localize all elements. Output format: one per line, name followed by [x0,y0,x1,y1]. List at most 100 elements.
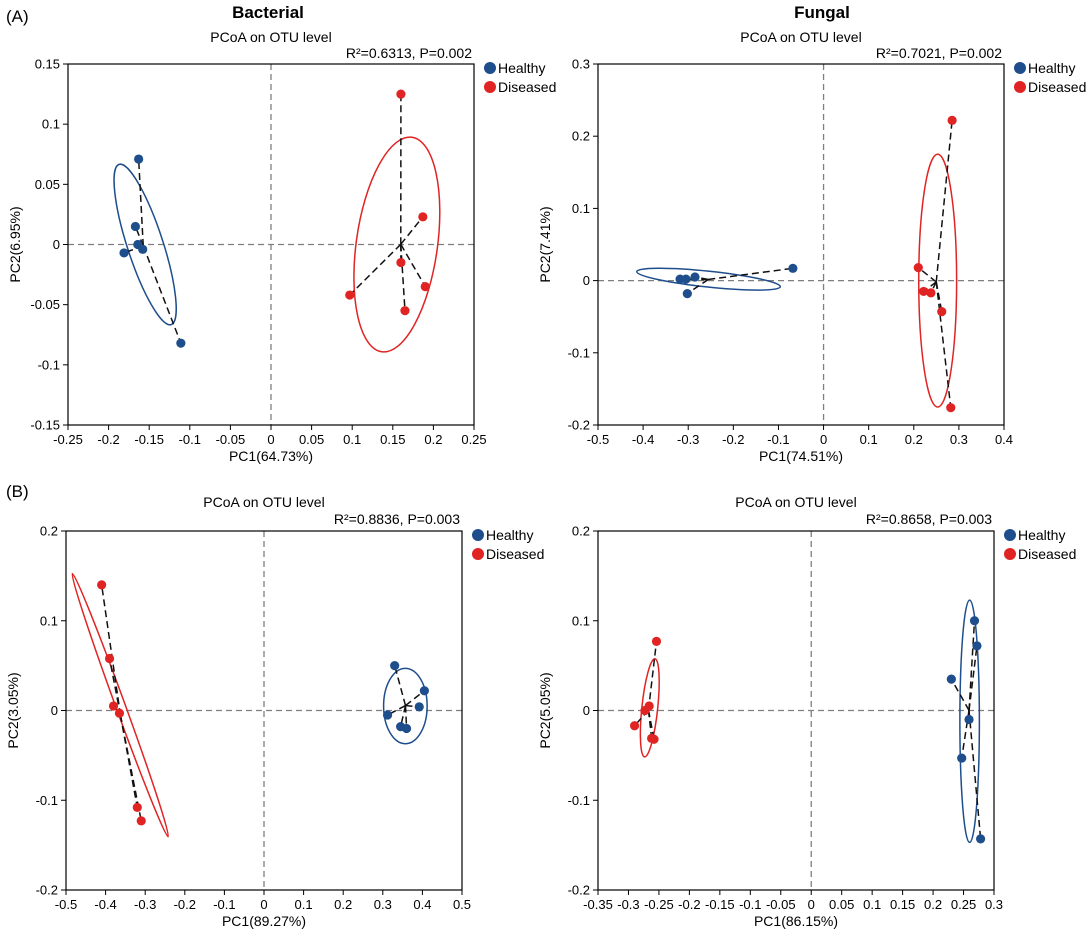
spider-line [400,244,406,311]
confidence-ellipse [113,163,177,326]
data-point [937,307,947,317]
legend-label-healthy: Healthy [1018,527,1065,543]
x-tick-label: 0.1 [860,432,878,447]
confidence-ellipse [71,572,170,838]
x-tick-label: 0.3 [950,432,968,447]
data-point [108,701,119,711]
data-point [132,802,142,813]
data-point [136,816,146,826]
series-diseased [913,115,958,413]
x-tick-label: 0.25 [951,897,976,912]
series-healthy [946,599,986,844]
y-tick-label: 0.05 [35,177,60,192]
legend-marker-diseased [1004,548,1016,560]
y-tick-label: 0.3 [572,57,590,72]
legend-label-diseased: Diseased [498,79,556,95]
y-tick-label: -0.1 [36,793,58,808]
spider-line [137,159,144,246]
y-axis-title: PC2(5.05%) [537,672,553,748]
x-tick-label: -0.3 [617,897,639,912]
chart-stats: R²=0.7021, P=0.002 [876,45,1002,61]
x-tick-label: -0.25 [644,897,674,912]
x-tick-label: 0.15 [380,432,405,447]
spider-line [405,690,425,707]
legend-label-diseased: Diseased [1018,546,1076,562]
spider-line [647,641,658,711]
x-tick-label: 0 [820,432,827,447]
chart-title: PCoA on OTU level [740,29,861,45]
x-tick-label: -0.2 [97,432,119,447]
spider-line [708,267,793,281]
chart-title: PCoA on OTU level [210,29,331,45]
spider-line [930,281,937,294]
x-tick-label: 0.1 [295,897,313,912]
x-tick-label: 0.2 [334,897,352,912]
legend-label-diseased: Diseased [1028,79,1086,95]
y-tick-label: -0.2 [568,418,590,433]
x-tick-label: -0.1 [767,432,789,447]
y-tick-label: 0 [51,703,58,718]
data-point [414,702,424,712]
section-label-b: (B) [6,482,29,501]
data-point [119,248,129,258]
plot-frame [67,63,475,426]
x-tick-label: -0.15 [705,897,735,912]
chart-stats: R²=0.8836, P=0.003 [334,511,460,527]
chart-B-fungal: PCoA on OTU level R²=0.8658, P=0.003 -0.35… [537,494,1076,929]
data-point [975,834,986,844]
data-point [919,286,929,297]
x-tick-label: 0 [267,432,274,447]
data-point [788,263,798,273]
y-tick-label: -0.1 [568,345,590,360]
y-tick-label: -0.15 [30,418,60,433]
series-healthy [113,154,186,348]
series-healthy [382,661,429,745]
y-tick-label: 0.2 [572,129,590,144]
y-axis-title: PC2(3.05%) [5,672,21,748]
spider-line [404,705,408,729]
y-tick-label: 0 [583,273,590,288]
data-point [640,705,650,716]
data-point [104,653,115,664]
legend-label-healthy: Healthy [486,527,533,543]
chart-stats: R²=0.6313, P=0.002 [346,45,472,61]
y-tick-label: 0 [583,703,590,718]
x-tick-label: 0.05 [299,432,324,447]
x-tick-label: 0.2 [924,897,942,912]
x-tick-label: -0.5 [587,432,609,447]
spider-line [393,665,407,706]
x-tick-label: 0.5 [453,897,471,912]
legend-label-healthy: Healthy [1028,60,1075,76]
x-tick-label: 0.3 [985,897,1003,912]
series-diseased [71,572,170,838]
data-point [97,580,107,590]
y-tick-label: 0.1 [572,613,590,628]
data-point [419,686,429,696]
y-tick-label: -0.1 [38,357,60,372]
x-tick-label: 0.3 [374,897,392,912]
data-point [964,714,974,725]
chart-stats: R²=0.8658, P=0.003 [866,511,992,527]
y-tick-label: 0.1 [572,201,590,216]
spider-line [400,243,426,287]
spider-line [686,278,709,295]
x-tick-label: -0.3 [134,897,156,912]
y-tick-label: 0.1 [40,613,58,628]
data-point [130,221,140,232]
panels: PCoA on OTU level R²=0.6313, P=0.002 -0.25… [5,29,1086,929]
data-point [345,290,355,300]
data-point [947,115,957,125]
x-tick-label: -0.2 [174,897,196,912]
data-point [946,403,956,413]
x-tick-label: 0.4 [413,897,431,912]
data-point [690,272,700,282]
y-tick-label: 0.2 [572,524,590,539]
plot-frame [597,530,995,891]
data-point [629,721,640,731]
data-point [390,661,400,671]
y-tick-label: -0.2 [568,883,590,898]
spider-line [968,645,978,711]
x-tick-label: 0.15 [890,897,915,912]
confidence-ellipse [382,667,428,745]
